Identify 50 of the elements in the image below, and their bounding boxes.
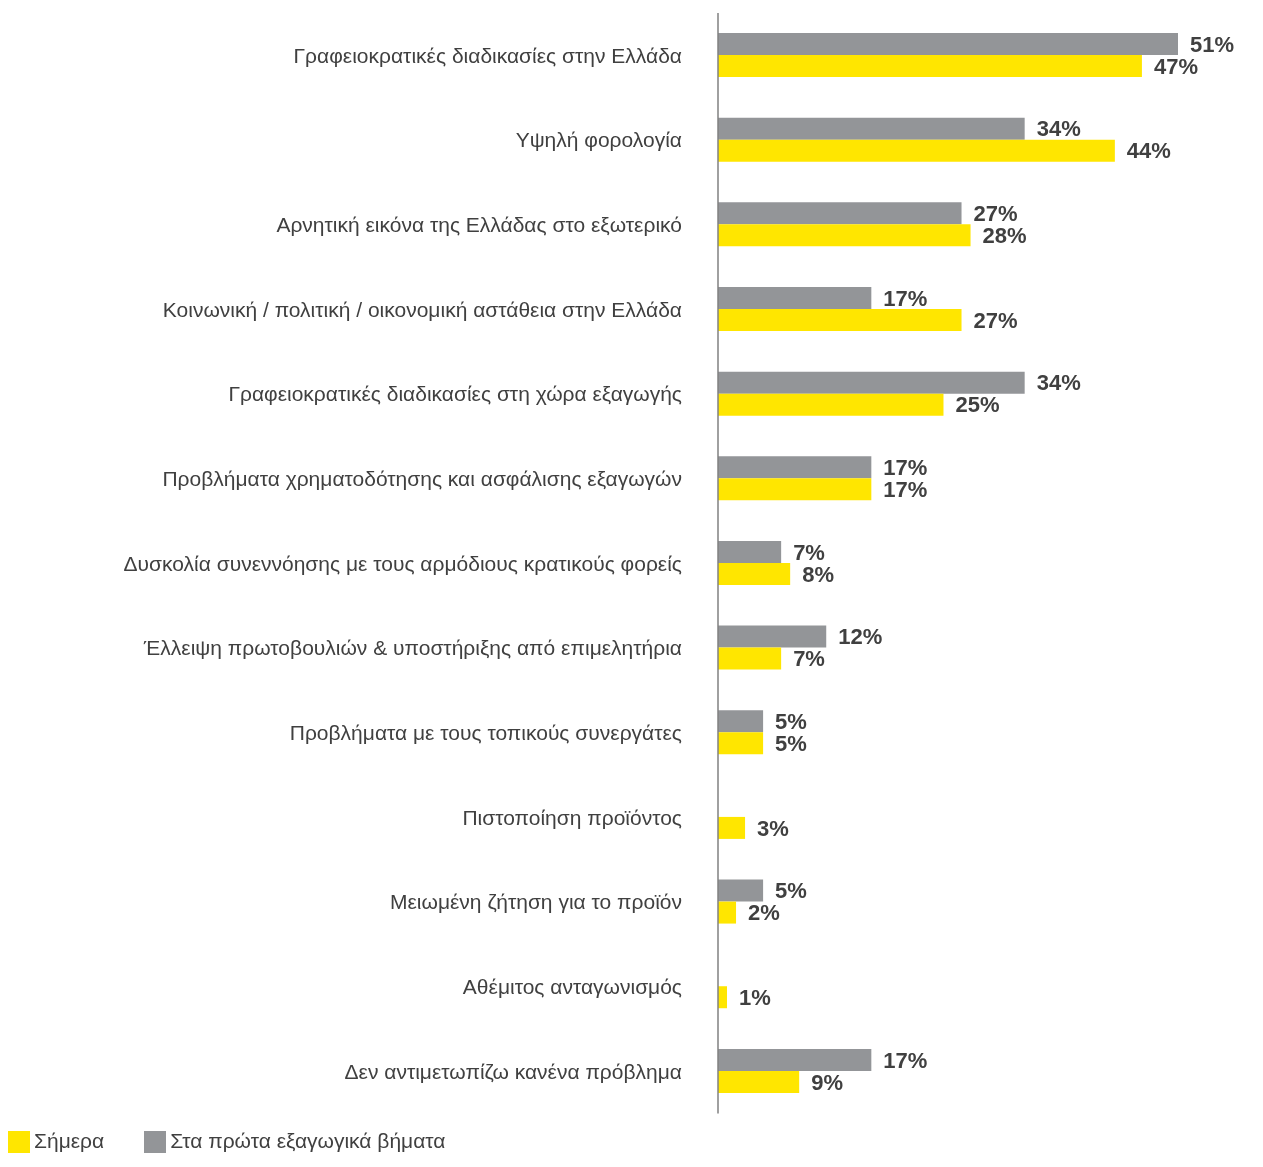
y-tick-label: Αθέμιτος ανταγωνισμός (462, 975, 682, 999)
bar (718, 33, 1178, 55)
bar (718, 901, 737, 924)
bar (718, 55, 1142, 77)
bar (718, 1048, 872, 1071)
bar (718, 393, 944, 416)
y-tick-label: Προβλήματα με τους τοπικούς συνεργάτες (289, 721, 682, 745)
y-tick-label: Υψηλή φορολογία (515, 128, 682, 152)
bar (718, 647, 782, 670)
y-tick-label: Γραφειοκρατικές διαδικασίες στη χώρα εξαγωγής (228, 382, 682, 406)
data-label: 34% (1036, 116, 1081, 142)
bar (718, 478, 872, 501)
y-tick-label: Έλλειψη πρωτοβουλιών & υποστήριξης από επιμελητήρια (142, 636, 682, 660)
bar (718, 879, 764, 902)
bar (718, 117, 1025, 140)
y-tick-label: Δεν αντιμετωπίζω κανένα πρόβλημα (344, 1059, 682, 1083)
data-label: 34% (1036, 370, 1081, 396)
y-tick-label: Γραφειοκρατικές διαδικασίες στην Ελλάδα (293, 43, 682, 67)
bar (718, 224, 971, 247)
bar (718, 202, 962, 225)
bar (718, 286, 872, 309)
bar (718, 562, 791, 585)
data-label: 12% (838, 624, 883, 650)
y-tick-label: Αρνητική εικόνα της Ελλάδας στο εξωτερικό (276, 213, 682, 237)
bar (718, 732, 764, 755)
legend-label: Στα πρώτα εξαγωγικά βήματα (170, 1128, 446, 1152)
data-label: 17% (883, 285, 928, 311)
data-label: 17% (883, 1047, 928, 1073)
data-label: 27% (973, 307, 1018, 333)
y-tick-label: Μειωμένη ζήτηση για το προϊόν (389, 890, 682, 914)
data-label: 25% (955, 392, 1000, 418)
y-tick-label: Δυσκολία συνεννόησης με τους αρμόδιους κρατικούς φορείς (123, 551, 682, 575)
data-label: 44% (1126, 138, 1171, 164)
bar (718, 139, 1115, 162)
legend-label: Σήμερα (34, 1128, 105, 1152)
data-label: 1% (739, 985, 771, 1011)
bar (718, 710, 764, 733)
bar (718, 625, 827, 648)
bar (718, 371, 1025, 394)
data-label: 9% (811, 1069, 843, 1095)
bar (718, 308, 962, 331)
bar (718, 540, 782, 563)
y-tick-label: Προβλήματα χρηματοδότησης και ασφάλισης εξαγωγών (162, 467, 682, 491)
bar (718, 1070, 800, 1093)
y-tick-label: Πιστοποίηση προϊόντος (462, 805, 682, 829)
y-tick-label: Κοινωνική / πολιτική / οικονομική αστάθεια στην Ελλάδα (162, 297, 682, 321)
bar (718, 816, 746, 839)
bar (718, 456, 872, 479)
data-label: 7% (793, 646, 825, 672)
data-label: 3% (757, 815, 789, 841)
